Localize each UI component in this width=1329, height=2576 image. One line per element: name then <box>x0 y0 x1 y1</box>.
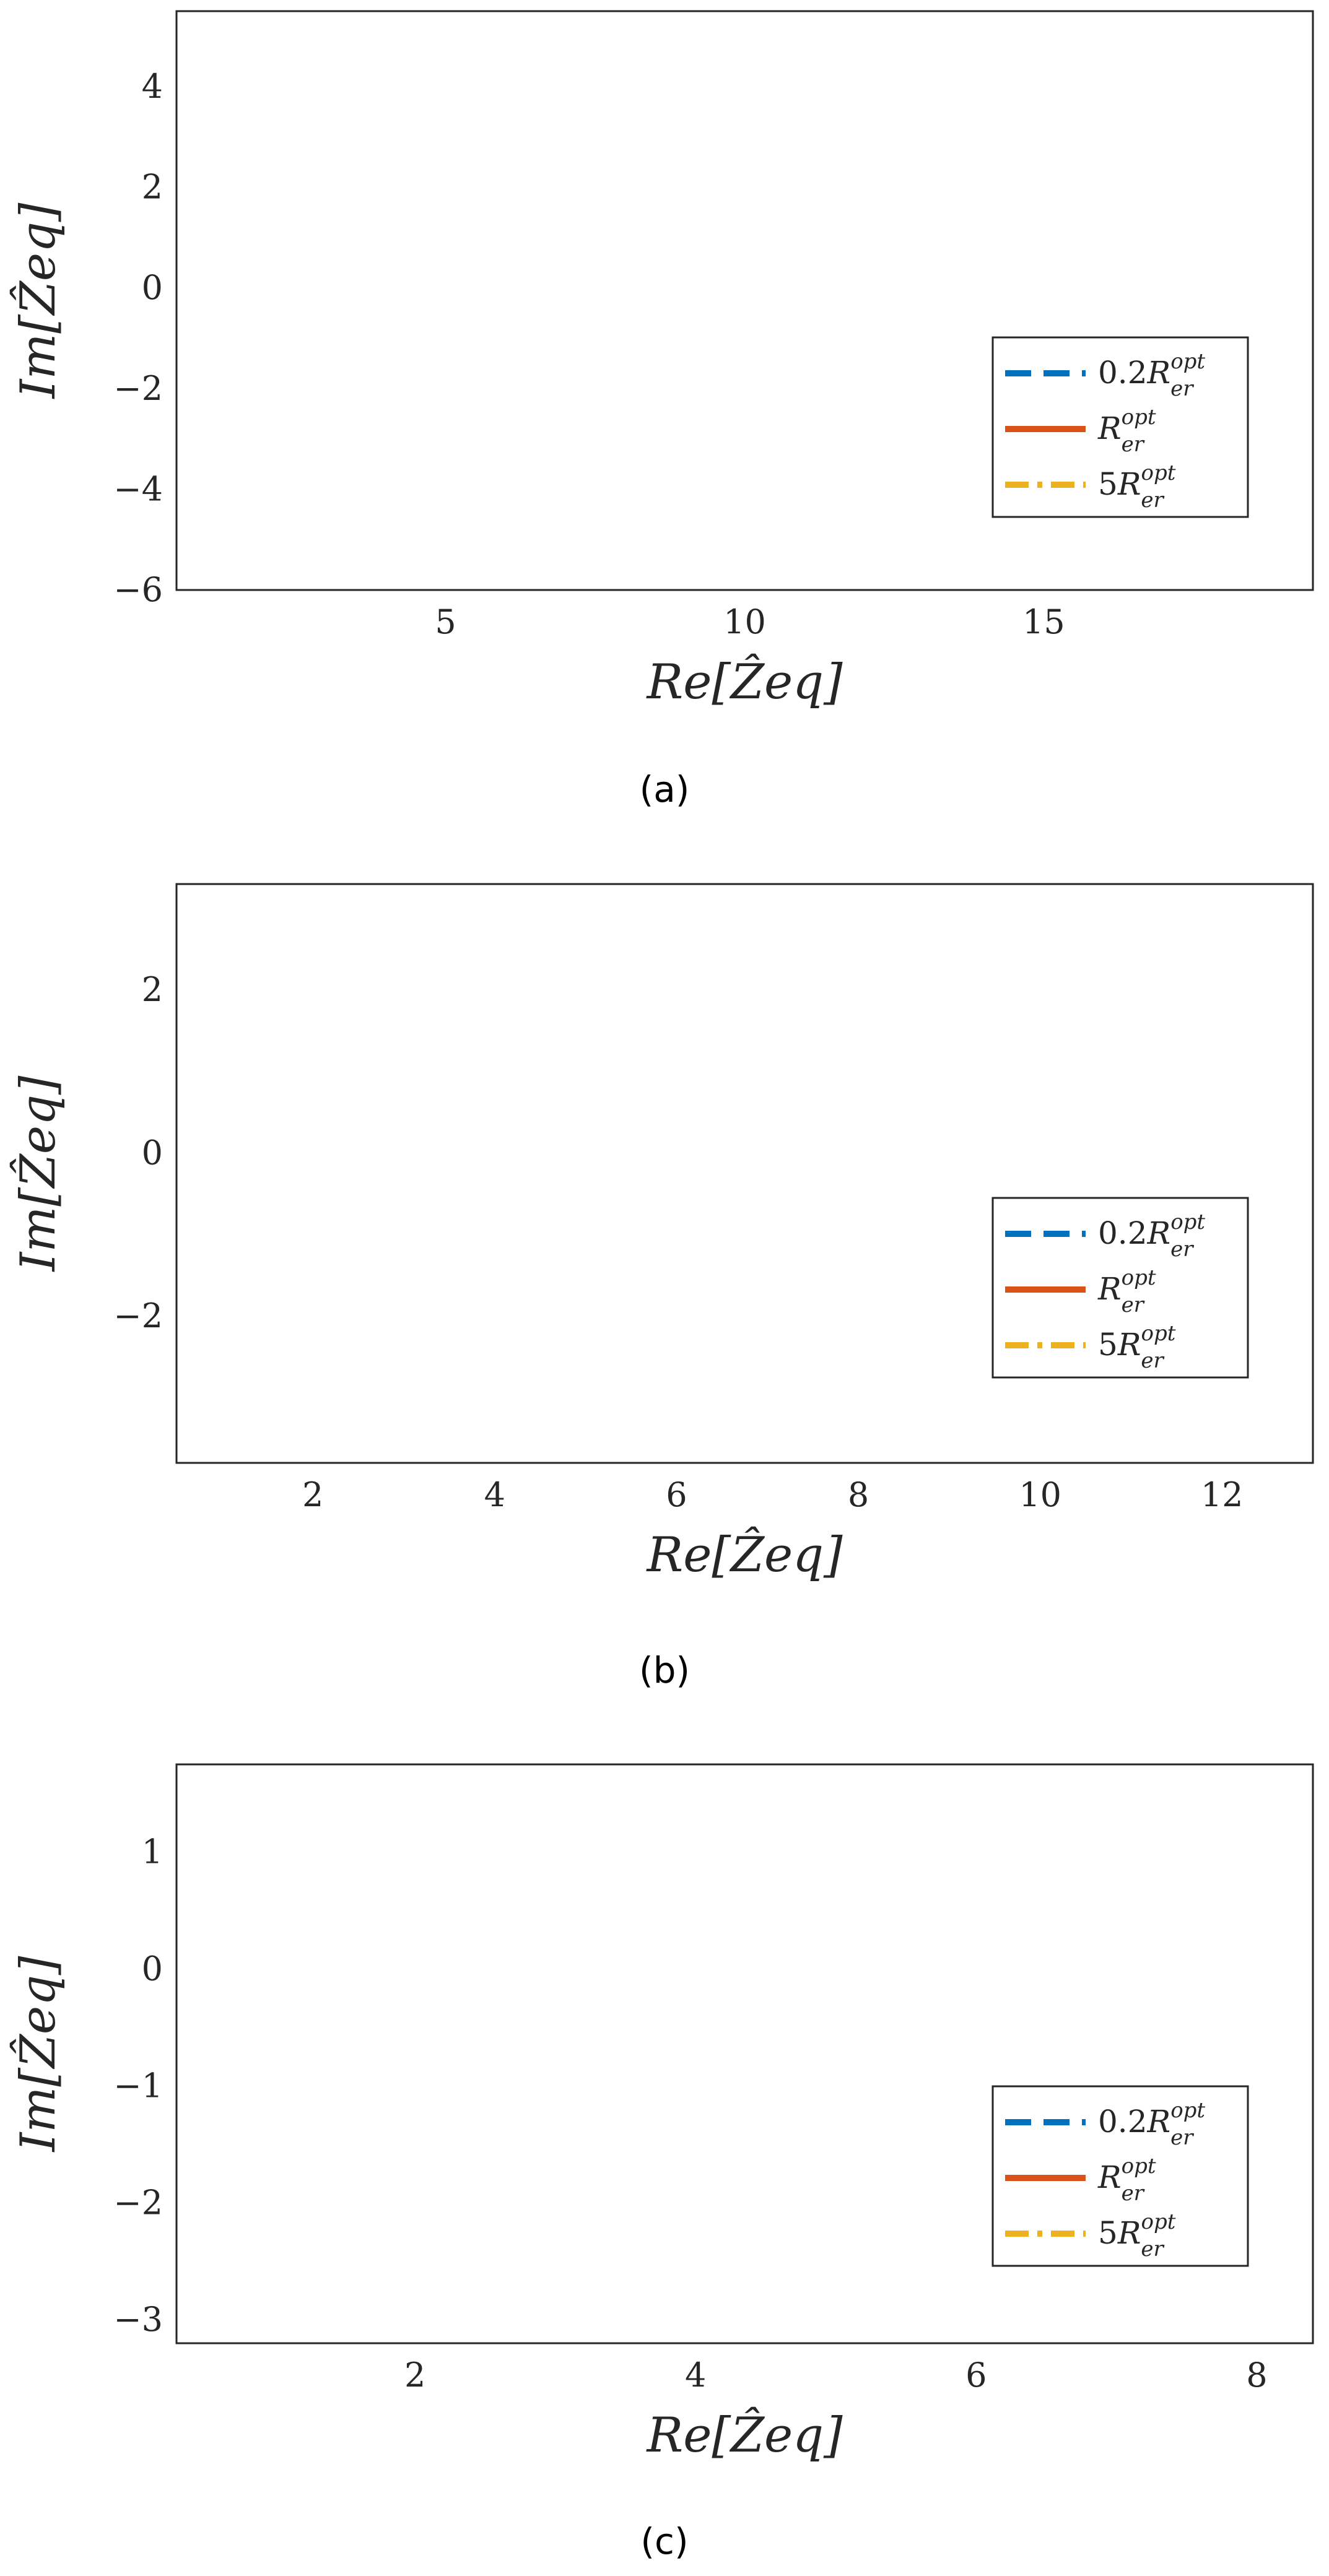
legend-entry-2: 5Ropt er <box>1098 2210 1176 2262</box>
x-tick-label: 2 <box>404 2356 425 2395</box>
x-tick-label: 8 <box>1246 2356 1267 2395</box>
x-tick-label: 2 <box>302 1475 323 1514</box>
y-tick-label: 2 <box>142 970 163 1009</box>
x-tick-label: 6 <box>965 2356 987 2395</box>
y-tick-label: −2 <box>113 369 163 408</box>
legend-entry-1: Ropt er <box>1097 405 1156 457</box>
legend-entry-0: 0.2Ropt er <box>1098 2098 1205 2150</box>
legend-entry-0: 0.2Ropt er <box>1098 349 1205 401</box>
y-tick-label: 1 <box>142 1832 163 1871</box>
panel-caption: (b) <box>639 1649 690 1691</box>
legend-entry-0: 0.2Ropt er <box>1098 1210 1205 1262</box>
x-tick-label: 6 <box>666 1475 687 1514</box>
panel-caption: (a) <box>640 768 690 810</box>
y-axis-label: Im[Ẑeq] <box>9 202 66 399</box>
x-tick-label: 4 <box>685 2356 706 2395</box>
y-axis-label: Im[Ẑeq] <box>9 1075 66 1272</box>
x-tick-label: 5 <box>435 602 456 641</box>
y-tick-label: 0 <box>142 1949 163 1988</box>
y-tick-label: −2 <box>113 2183 163 2222</box>
legend-entry-2: 5Ropt er <box>1098 1321 1176 1373</box>
y-tick-label: −2 <box>113 1296 163 1335</box>
legend-entry-1: Ropt er <box>1097 1265 1156 1317</box>
y-tick-label: −3 <box>113 2300 163 2339</box>
y-tick-label: 0 <box>142 268 163 307</box>
x-tick-label: 4 <box>484 1475 505 1514</box>
y-tick-label: −4 <box>113 469 163 508</box>
panel-caption: (c) <box>640 2520 688 2562</box>
y-tick-label: 0 <box>142 1134 163 1173</box>
x-tick-label: 8 <box>848 1475 869 1514</box>
y-tick-label: 4 <box>142 67 163 106</box>
y-tick-label: −1 <box>113 2066 163 2105</box>
legend-entry-1: Ropt er <box>1097 2154 1156 2206</box>
legend-entry-2: 5Ropt er <box>1098 461 1176 513</box>
x-axis-label: Re[Ẑeq] <box>645 2406 843 2463</box>
x-tick-label: 15 <box>1022 602 1065 641</box>
y-tick-label: −6 <box>113 570 163 609</box>
x-tick-label: 10 <box>1019 1475 1061 1514</box>
y-axis-label: Im[Ẑeq] <box>9 1956 66 2153</box>
x-axis-label: Re[Ẑeq] <box>645 1526 843 1583</box>
x-tick-label: 12 <box>1201 1475 1244 1514</box>
x-axis-label: Re[Ẑeq] <box>645 653 843 710</box>
y-tick-label: 2 <box>142 168 163 207</box>
x-tick-label: 10 <box>723 602 766 641</box>
